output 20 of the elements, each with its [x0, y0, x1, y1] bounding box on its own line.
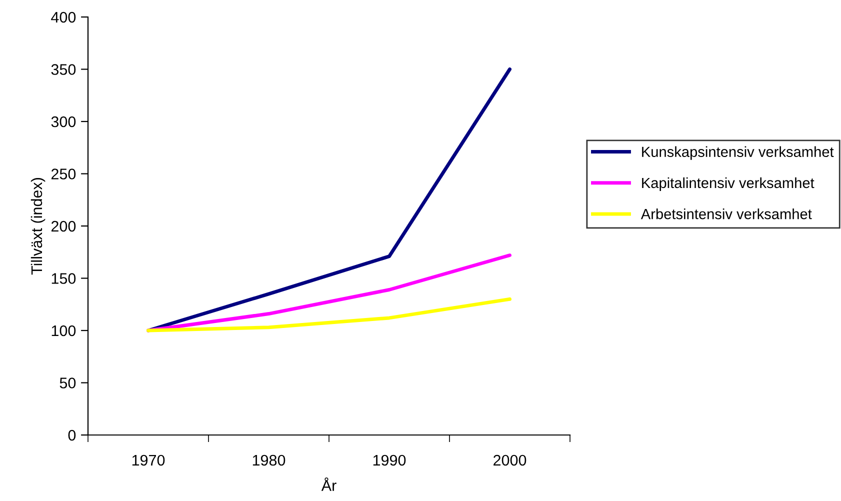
line-series	[146, 68, 512, 332]
y-tick-label: 350	[51, 64, 76, 75]
legend-label: Kunskapsintensiv verksamhet	[642, 146, 834, 160]
legend-label: Arbetsintensiv verksamhet	[640, 208, 812, 220]
y-tick-label: 300	[51, 116, 76, 128]
legend-label: Kapitalintensiv verksamhet	[642, 177, 814, 191]
y-tick-label: 50	[60, 378, 76, 388]
x-tick-label: 1990	[373, 454, 406, 466]
y-tick-label: 200	[51, 220, 76, 232]
y-axis-title: Tillväxt (index)	[30, 178, 46, 275]
y-tick-label: 100	[52, 325, 76, 336]
x-tick-label: 2000	[494, 454, 526, 466]
y-tick-label: 400	[51, 12, 76, 23]
y-tick-label: 150	[52, 273, 76, 284]
x-axis-title: År	[321, 477, 336, 491]
y-tick-label: 0	[68, 430, 76, 441]
x-tick-label: 1970	[132, 454, 165, 466]
x-tick-label: 1980	[252, 454, 286, 466]
y-tick-label: 250	[51, 168, 76, 180]
line-series	[146, 297, 512, 332]
